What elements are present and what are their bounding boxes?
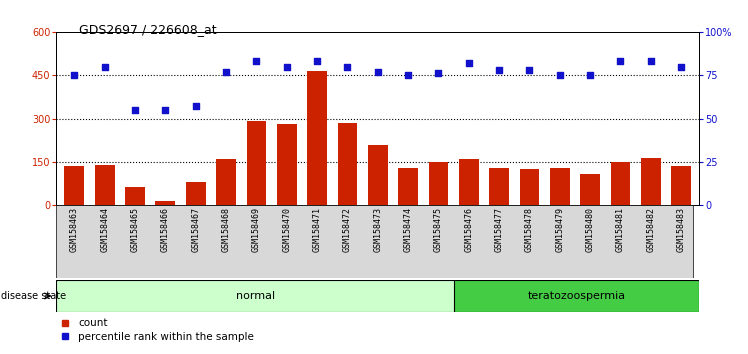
Point [190,104,202,109]
Bar [671,166,691,205]
Text: normal: normal [236,291,275,301]
Text: GSM158480: GSM158480 [586,207,595,252]
Bar [368,144,387,205]
Text: GSM158464: GSM158464 [100,207,109,252]
Text: disease state: disease state [1,291,66,301]
Text: teratozoospermia: teratozoospermia [528,291,626,301]
Point [99,64,111,69]
Bar [125,187,145,205]
Bar [156,201,175,205]
Point [524,67,536,73]
Text: GSM158473: GSM158473 [373,207,382,252]
Point [341,64,353,69]
Point [68,73,80,78]
Point [554,73,565,78]
Text: GSM158472: GSM158472 [343,207,352,252]
Text: GSM158478: GSM158478 [525,207,534,252]
Point [402,73,414,78]
Bar [459,159,479,205]
Bar [95,165,114,205]
Point [493,67,505,73]
Text: GSM158474: GSM158474 [404,207,413,252]
Point [129,107,141,113]
Point [220,69,232,75]
Text: GSM158467: GSM158467 [191,207,200,252]
Point [463,60,475,66]
Point [615,58,627,64]
Legend: count, percentile rank within the sample: count, percentile rank within the sample [61,319,254,342]
Point [159,107,171,113]
Text: GSM158466: GSM158466 [161,207,170,252]
Bar [489,168,509,205]
Bar [520,169,539,205]
Text: GSM158469: GSM158469 [252,207,261,252]
Text: GSM158479: GSM158479 [555,207,564,252]
Bar [580,173,600,205]
Text: GSM158477: GSM158477 [494,207,503,252]
Text: GSM158476: GSM158476 [465,207,473,252]
Bar [550,168,570,205]
Bar [337,123,358,205]
Text: GSM158475: GSM158475 [434,207,443,252]
Point [280,64,292,69]
Bar [398,168,418,205]
Bar [216,159,236,205]
Bar [641,158,660,205]
Bar [247,121,266,205]
Point [645,58,657,64]
Text: GSM158465: GSM158465 [130,207,139,252]
Text: GSM158483: GSM158483 [677,207,686,252]
Point [372,69,384,75]
Text: GSM158463: GSM158463 [70,207,79,252]
Bar [429,162,448,205]
Text: GSM158481: GSM158481 [616,207,625,252]
Point [311,58,323,64]
Bar [610,162,631,205]
Bar [186,182,206,205]
Bar [307,71,327,205]
Bar [277,124,296,205]
Point [584,73,596,78]
Text: GSM158471: GSM158471 [313,207,322,252]
Text: GSM158468: GSM158468 [221,207,230,252]
Bar [56,280,454,312]
Bar [454,280,699,312]
Text: GSM158482: GSM158482 [646,207,655,252]
Point [251,58,263,64]
Point [432,71,444,76]
Text: GDS2697 / 226608_at: GDS2697 / 226608_at [79,23,216,36]
Bar [64,166,85,205]
Point [675,64,687,69]
Text: GSM158470: GSM158470 [282,207,291,252]
